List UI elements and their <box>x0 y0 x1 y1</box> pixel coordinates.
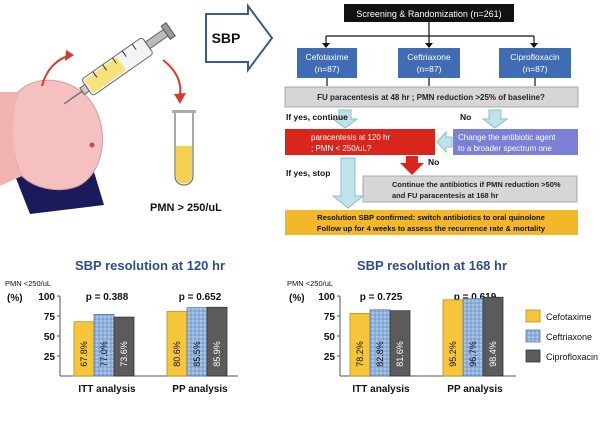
bar-ciprofloxacin <box>113 316 135 377</box>
change-line1: Change the antibiotic agent <box>458 133 556 142</box>
resolution-box <box>285 210 578 235</box>
test-tube-illustration <box>172 110 196 186</box>
y-tick-label: 50 <box>44 332 56 343</box>
legend-swatch-ciprofloxacin <box>525 349 541 363</box>
bar-value-label: 82.8% <box>375 341 385 367</box>
bar-value-label: 81.6% <box>395 341 405 367</box>
legend-label: Ceftriaxone <box>546 332 592 342</box>
arrow-head-icon <box>174 93 186 104</box>
arrow-red-no-icon <box>400 156 424 175</box>
no-label-2: No <box>428 157 439 167</box>
sbp-label: SBP <box>212 30 241 46</box>
arrow-no-icon <box>481 109 509 129</box>
y-tick-label: 100 <box>38 292 55 303</box>
continue-antibiotics-box <box>362 175 578 203</box>
continue-line2: and FU paracentesis at 168 hr <box>392 191 498 200</box>
change-line2: to a broader spectrum one <box>458 144 552 153</box>
arm-name: Ceftriaxone <box>407 52 451 62</box>
bar-ciprofloxacin <box>482 296 504 377</box>
sbp-arrow: SBP <box>205 2 274 73</box>
paracentesis-120-line1: paracentesis at 120 hr <box>311 133 390 142</box>
pmn-threshold-label: PMN > 250/uL <box>150 202 222 214</box>
resolution-line1: Resolution SBP confirmed: switch antibio… <box>317 213 545 222</box>
chart-120hr: SBP resolution at 120 hr PMN <250/uL (%) 25… <box>5 258 238 395</box>
p-value-label: p = 0.388 <box>86 292 129 303</box>
arrow-head-icon <box>65 50 74 61</box>
syringe-illustration <box>63 22 176 105</box>
y-tick-label: 50 <box>324 332 336 343</box>
bar-value-label: 77.0% <box>99 341 109 367</box>
y-axis-top-label: PMN <250/uL <box>5 279 51 288</box>
paracentesis-120-line2: ; PMN < 250/uL? <box>311 144 372 153</box>
bar-value-label: 85.9% <box>212 341 222 367</box>
bar-ciprofloxacin <box>389 310 411 377</box>
chart-title: SBP resolution at 168 hr <box>357 258 507 273</box>
arm-n: (n=87) <box>417 64 442 74</box>
arrow-change-to-paracentesis-icon <box>436 130 453 154</box>
if-yes-stop-label: If yes, stop <box>286 168 330 178</box>
no-label-1: No <box>460 112 471 122</box>
abdomen-illustration <box>0 79 104 214</box>
category-label: ITT analysis <box>78 384 136 395</box>
y-tick-label: 25 <box>44 352 56 363</box>
bar-value-label: 73.6% <box>119 341 129 367</box>
bar-value-label: 85.5% <box>192 341 202 367</box>
arm-box-ceftriaxone: Ceftriaxone (n=87) <box>398 48 460 78</box>
bar-value-label: 80.6% <box>172 341 182 367</box>
legend-label: Cefotaxime <box>546 312 592 322</box>
category-label: PP analysis <box>447 384 503 395</box>
fu-question-text: FU paracentesis at 48 hr ; PMN reduction… <box>317 93 545 102</box>
bar-value-label: 95.2% <box>448 341 458 367</box>
bar-value-label: 96.7% <box>468 341 478 367</box>
chart-title: SBP resolution at 120 hr <box>75 258 225 273</box>
y-tick-label: 100 <box>318 292 335 303</box>
legend-swatch-ceftriaxone <box>525 329 541 343</box>
y-axis-top-label: PMN <250/uL <box>287 279 333 288</box>
p-value-label: p = 0.652 <box>179 292 222 303</box>
arrow-to-syringe-icon <box>41 55 69 87</box>
screening-box <box>344 4 514 22</box>
chart-168hr: SBP resolution at 168 hr PMN <250/uL (%) 25… <box>287 258 516 395</box>
bar-value-label: 98.4% <box>488 341 498 367</box>
arrow-yes-stop-icon <box>331 157 365 209</box>
arm-n: (n=87) <box>315 64 340 74</box>
bar-value-label: 67.8% <box>79 341 89 367</box>
category-label: ITT analysis <box>352 384 410 395</box>
y-tick-label: 75 <box>324 312 336 323</box>
y-axis-unit-label: (%) <box>7 293 23 304</box>
resolution-line2: Follow up for 4 weeks to assess the recu… <box>317 224 546 233</box>
fu-question-box <box>284 86 579 108</box>
paracentesis-120-box <box>285 129 435 155</box>
legend: Cefotaxime Ceftriaxone Ciprofloxacin <box>525 309 598 363</box>
arm-n: (n=87) <box>523 64 548 74</box>
illustration: PMN > 250/uL <box>0 22 222 214</box>
bar-value-label: 78.2% <box>355 341 365 367</box>
arm-box-cefotaxime: Cefotaxime (n=87) <box>297 48 357 78</box>
legend-swatch-cefotaxime <box>525 309 541 323</box>
legend-label: Ciprofloxacin <box>546 352 598 362</box>
p-value-label: p = 0.725 <box>360 292 403 303</box>
arm-name: Ciprofloxacin <box>510 52 559 62</box>
flowchart: SBP Screening & Randomization (n=261) Ce… <box>205 2 579 235</box>
arm-name: Cefotaxime <box>306 52 349 62</box>
bar-ciprofloxacin <box>206 306 228 377</box>
if-yes-continue-label: If yes, continue <box>286 112 348 122</box>
arrow-to-tube-icon <box>162 59 182 97</box>
category-label: PP analysis <box>172 384 228 395</box>
y-axis-unit-label: (%) <box>289 293 305 304</box>
arrow-yes-continue-icon <box>331 109 359 129</box>
y-tick-label: 75 <box>44 312 56 323</box>
screening-text: Screening & Randomization (n=261) <box>356 9 501 19</box>
arm-box-ciprofloxacin: Ciprofloxacin (n=87) <box>499 48 571 78</box>
y-tick-label: 25 <box>324 352 336 363</box>
p-value-label: p = 0.619 <box>454 292 497 303</box>
change-antibiotic-box <box>453 129 578 155</box>
continue-line1: Continue the antibiotics if PMN reductio… <box>392 180 561 189</box>
